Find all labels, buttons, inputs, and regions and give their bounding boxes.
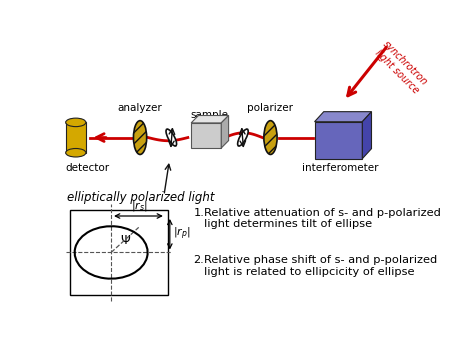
- Polygon shape: [66, 122, 86, 153]
- Text: sample: sample: [191, 110, 229, 120]
- Polygon shape: [191, 116, 228, 123]
- Ellipse shape: [237, 129, 248, 146]
- Polygon shape: [315, 112, 372, 122]
- Text: Relative phase shift of s- and p-polarized
light is related to ellipcicity of el: Relative phase shift of s- and p-polariz…: [204, 255, 438, 277]
- Text: interferometer: interferometer: [302, 163, 379, 173]
- Text: detector: detector: [65, 163, 109, 173]
- Text: $|r_p|$: $|r_p|$: [173, 226, 191, 243]
- Text: elliptically polarized light: elliptically polarized light: [66, 191, 214, 204]
- Ellipse shape: [66, 149, 86, 157]
- Ellipse shape: [166, 129, 177, 146]
- Text: $\Psi$: $\Psi$: [120, 234, 131, 247]
- Ellipse shape: [134, 121, 146, 154]
- Polygon shape: [221, 116, 228, 148]
- Polygon shape: [315, 122, 362, 159]
- Polygon shape: [191, 123, 221, 148]
- Text: $|r_s|$: $|r_s|$: [131, 199, 148, 213]
- Ellipse shape: [66, 118, 86, 127]
- Text: 1.: 1.: [193, 208, 204, 217]
- Text: 2.: 2.: [193, 255, 204, 265]
- Bar: [70, 210, 168, 295]
- Ellipse shape: [264, 121, 277, 154]
- Text: analyzer: analyzer: [118, 103, 163, 113]
- Polygon shape: [362, 112, 372, 159]
- Text: synchrotron
light source: synchrotron light source: [373, 39, 429, 96]
- Text: Relative attenuation of s- and p-polarized
light determines tilt of ellipse: Relative attenuation of s- and p-polariz…: [204, 208, 441, 229]
- Text: polarizer: polarizer: [247, 103, 293, 113]
